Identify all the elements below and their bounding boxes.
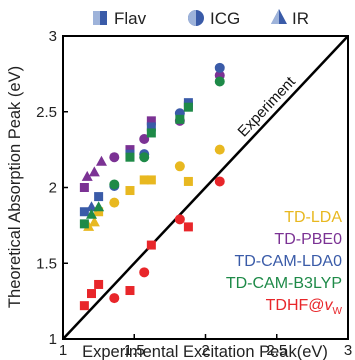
data-point — [109, 152, 119, 162]
data-point — [89, 166, 100, 176]
legend-item-ir: IR — [271, 9, 309, 28]
data-point — [215, 145, 225, 155]
x-tick-label: 2 — [201, 342, 209, 359]
method-legend: TD-LDA TD-PBE0 TD-CAM-LDA0 TD-CAM-B3LYP … — [226, 209, 343, 317]
x-tick-label: 2.5 — [266, 342, 287, 359]
data-point — [147, 175, 156, 184]
marker-legend: Flav ICG IR — [93, 9, 309, 28]
x-tick-label: 3 — [344, 342, 352, 359]
method-legend-tdhf-text: TDHF@ — [266, 297, 325, 314]
legend-item-icg: ICG — [188, 9, 240, 28]
method-legend-tdhf-subscript: W — [333, 306, 343, 317]
experiment-diagonal — [63, 36, 348, 339]
data-point — [109, 198, 119, 208]
data-point — [93, 201, 104, 211]
y-axis-title: Theoretical Absorption Peak (eV) — [6, 66, 24, 308]
data-point — [175, 115, 184, 124]
legend-label-icg: ICG — [210, 9, 240, 28]
x-tick-label: 1.5 — [124, 342, 145, 359]
method-legend-td-cam-b3lyp: TD-CAM-B3LYP — [226, 275, 342, 292]
data-point — [139, 267, 149, 277]
series-td-lda — [83, 145, 225, 231]
data-point — [215, 176, 225, 186]
method-legend-td-lda: TD-LDA — [284, 209, 342, 226]
data-point — [175, 214, 185, 224]
legend-item-flav: Flav — [93, 9, 147, 28]
data-point — [215, 76, 225, 86]
data-point — [147, 128, 156, 137]
legend-marker-ir-icon — [271, 9, 287, 24]
data-point — [80, 183, 89, 192]
series-td-cam-lda0 — [80, 63, 225, 216]
data-point — [94, 280, 103, 289]
legend-label-flav: Flav — [114, 9, 147, 28]
data-point — [184, 222, 193, 231]
y-tick-label: 3 — [49, 28, 57, 45]
y-tick-label: 2.5 — [36, 104, 57, 121]
data-point — [184, 103, 193, 112]
data-point — [175, 161, 185, 171]
data-point — [147, 241, 156, 250]
legend-marker-icg-icon — [188, 10, 204, 26]
series-td-cam-b3lyp — [80, 76, 225, 228]
y-tick-label: 1 — [49, 331, 57, 348]
data-point — [215, 63, 225, 73]
data-point — [109, 293, 119, 303]
data-point — [125, 186, 134, 195]
data-point — [125, 286, 134, 295]
data-point — [109, 179, 119, 189]
data-point — [96, 156, 107, 166]
experiment-label: Experiment — [235, 73, 300, 141]
method-legend-tdhf: TDHF@vW — [266, 297, 343, 317]
legend-marker-flav-icon — [93, 11, 107, 25]
method-legend-td-cam-lda0: TD-CAM-LDA0 — [234, 253, 342, 270]
data-point — [125, 153, 134, 162]
data-point — [87, 289, 96, 298]
x-tick-label: 1 — [59, 342, 67, 359]
y-tick-label: 2 — [49, 180, 57, 197]
data-point — [80, 219, 89, 228]
y-tick-label: 1.5 — [36, 255, 57, 272]
data-points — [80, 63, 225, 310]
data-point — [94, 192, 103, 201]
data-point — [139, 152, 149, 162]
data-point — [80, 301, 89, 310]
method-legend-td-pbe0: TD-PBE0 — [274, 231, 342, 248]
legend-label-ir: IR — [292, 9, 309, 28]
data-point — [184, 177, 193, 186]
